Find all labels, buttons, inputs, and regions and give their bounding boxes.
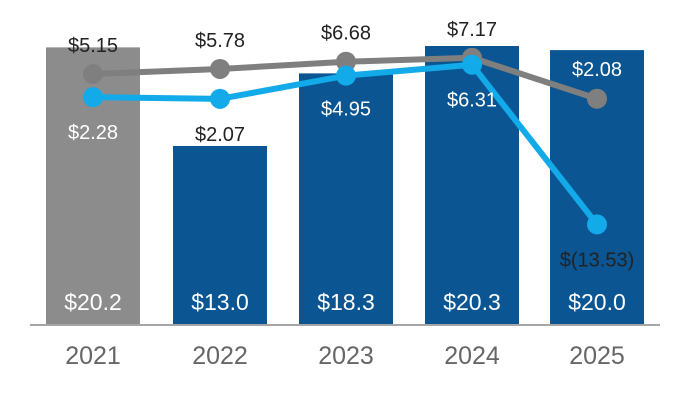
bar-2022	[173, 145, 267, 324]
series-1-point-2022	[210, 88, 230, 109]
bar-value-label-2025: $20.0	[568, 289, 626, 315]
series-0-label-2023: $6.68	[321, 23, 371, 45]
series-0-point-2022	[210, 58, 230, 79]
series-1-label-2024: $6.31	[447, 90, 497, 112]
x-tick-label-2023: 2023	[318, 342, 374, 370]
series-1-label-2022: $2.07	[195, 124, 245, 146]
x-tick-label-2025: 2025	[569, 342, 625, 370]
bar-2023	[299, 73, 393, 324]
bar-value-label-2024: $20.3	[443, 289, 501, 315]
bar-value-label-2021: $20.2	[64, 289, 122, 315]
series-0-label-2022: $5.78	[195, 30, 245, 52]
series-1-point-2021	[83, 87, 103, 108]
x-tick-label-2024: 2024	[444, 342, 500, 370]
x-tick-label-2021: 2021	[65, 342, 121, 370]
bar-value-label-2023: $18.3	[317, 289, 375, 315]
series-1-label-2021: $2.28	[68, 122, 118, 144]
bar-2024	[425, 46, 519, 324]
series-0-point-2021	[83, 64, 103, 85]
series-1-label-2025: $(13.53)	[560, 249, 635, 271]
series-1-point-2023	[336, 65, 356, 86]
series-1-point-2025	[587, 214, 607, 235]
series-0-label-2025: $2.08	[572, 59, 622, 81]
series-0-label-2021: $5.15	[68, 35, 118, 57]
series-0-point-2025	[587, 88, 607, 109]
series-1-point-2024	[462, 54, 482, 75]
series-1-label-2023: $4.95	[321, 99, 371, 121]
x-tick-label-2022: 2022	[192, 342, 248, 370]
series-0-point-2023	[336, 51, 356, 72]
series-0-label-2024: $7.17	[447, 19, 497, 41]
bar-value-label-2022: $13.0	[191, 289, 249, 315]
